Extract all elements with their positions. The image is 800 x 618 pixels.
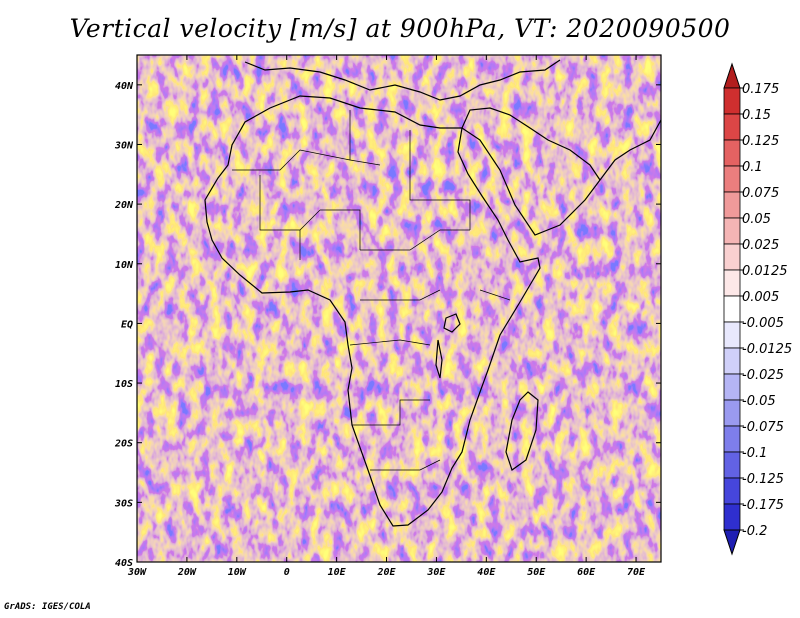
lon-tick-label: 60E (577, 567, 596, 578)
colorbar-segment (723, 321, 741, 349)
africa-coastline (204, 95, 541, 527)
colorbar-label: -0.05 (742, 394, 776, 409)
colorbar-segment (723, 87, 741, 115)
madagascar-coastline (505, 391, 539, 471)
colorbar-label: -0.2 (742, 524, 767, 539)
colorbar-label: 0.075 (742, 186, 779, 201)
colorbar-segment (723, 451, 741, 479)
lon-tick-label: 10E (328, 567, 347, 578)
colorbar-segment (723, 165, 741, 193)
latitude-axis: 40N 30N 20N 10N EQ 10S 20S 30S 40S (114, 81, 661, 569)
velocity-field (137, 55, 661, 562)
lon-tick-label: 30W (127, 567, 147, 578)
colorbar-label: -0.075 (742, 420, 784, 435)
colorbar-label: 0.0125 (742, 264, 788, 279)
lat-tick-label: 30N (114, 140, 134, 151)
lon-tick-label: 50E (527, 567, 546, 578)
colorbar-label: -0.0125 (742, 342, 792, 357)
colorbar-segment (723, 399, 741, 427)
colorbar-label: -0.025 (742, 368, 784, 383)
longitude-axis: 30W 20W 10W 0 10E 20E 30E 40E 50E 60E 70E (127, 55, 646, 578)
lat-tick-label: 10N (115, 260, 134, 271)
arabia-coastline (461, 107, 601, 236)
colorbar-top-triangle (723, 62, 741, 89)
colorbar-label: 0.005 (742, 290, 779, 305)
colorbar-label: -0.1 (742, 446, 767, 461)
colorbar-label: -0.125 (742, 472, 784, 487)
lon-tick-label: 70E (627, 567, 646, 578)
colorbar-segment (723, 269, 741, 297)
lon-tick-label: 0 (284, 567, 290, 578)
lon-tick-label: 20W (177, 567, 197, 578)
colorbar-label: 0.125 (742, 134, 779, 149)
lat-tick-label: 30S (114, 498, 133, 509)
map-title: Vertical velocity [m/s] at 900hPa, VT: 2… (69, 14, 731, 43)
colorbar-segment (723, 425, 741, 453)
lat-tick-label: 40S (115, 558, 133, 569)
lat-tick-label: 10S (115, 379, 133, 390)
colorbar-segment (723, 191, 741, 219)
europe-coastline (244, 59, 561, 101)
lake-tanganyika (435, 339, 443, 379)
colorbar-label: 0.15 (742, 108, 771, 123)
colorbar-label: 0.025 (742, 238, 779, 253)
colorbar-segment (723, 295, 741, 323)
lat-tick-label: 40N (115, 81, 134, 92)
colorbar: 0.175 0.15 0.125 0.1 0.075 0.05 0.025 0.0125 0.0… (723, 62, 792, 556)
colorbar-segment (723, 113, 741, 141)
lon-tick-label: 30E (426, 567, 446, 578)
grads-credit: GrADS: IGES/COLA (4, 602, 91, 612)
asia-coastline (599, 119, 661, 181)
colorbar-segment (723, 477, 741, 505)
lon-tick-label: 10W (228, 567, 247, 578)
lat-tick-label: EQ (121, 319, 133, 330)
colorbar-segment (723, 347, 741, 375)
colorbar-label: 0.175 (742, 82, 779, 97)
colorbar-segment (723, 373, 741, 401)
coastlines (204, 59, 661, 527)
colorbar-segment (723, 217, 741, 245)
colorbar-label: -0.175 (742, 498, 784, 513)
colorbar-segment (723, 139, 741, 167)
colorbar-label: 0.05 (742, 212, 771, 227)
plot-frame (136, 54, 662, 563)
lat-tick-label: 20N (114, 200, 134, 211)
colorbar-bottom-triangle (723, 529, 741, 556)
colorbar-label: -0.005 (742, 316, 784, 331)
colorbar-segment (723, 243, 741, 271)
country-borders (232, 110, 511, 471)
colorbar-label: 0.1 (742, 160, 763, 175)
lat-tick-label: 20S (114, 439, 133, 450)
lon-tick-label: 40E (477, 567, 496, 578)
lake-victoria (443, 313, 461, 333)
colorbar-segment (723, 503, 741, 531)
lon-tick-label: 20E (376, 567, 396, 578)
